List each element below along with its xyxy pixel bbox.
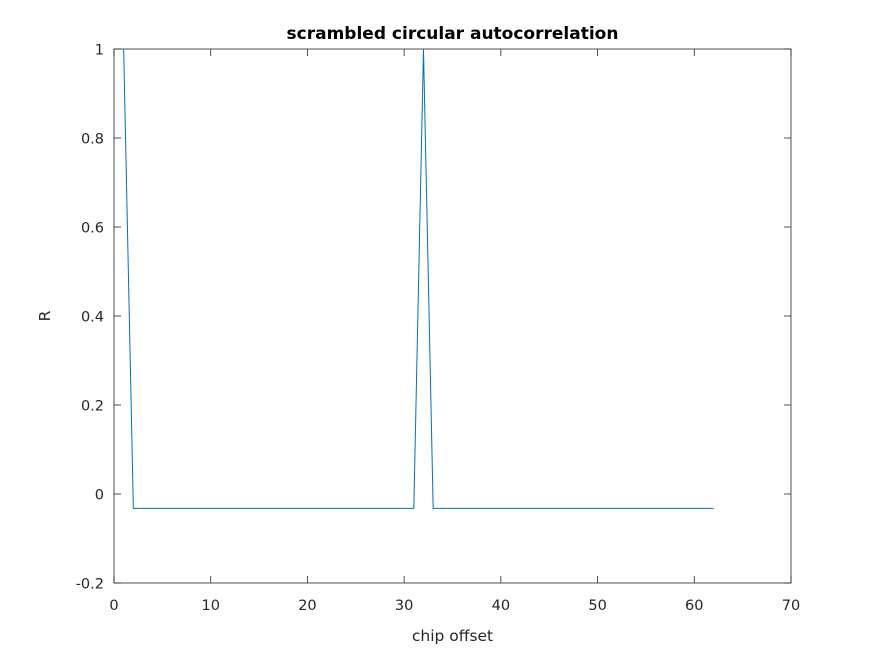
y-tick-label: 0.8 [81,132,104,148]
plot-area [113,48,792,584]
x-tick-label: 70 [782,598,800,614]
y-tick-label: -0.2 [76,577,104,593]
x-axis-label: chip offset [412,627,493,645]
y-tick-label: 1 [95,43,104,59]
x-tick-label: 50 [588,598,606,614]
y-tick-label: 0.2 [81,399,104,415]
chart-title: scrambled circular autocorrelation [287,24,619,44]
y-axis: -0.2 0 0.2 0.4 0.6 0.8 1 [76,43,791,593]
x-tick-label: 20 [298,598,316,614]
x-tick-label: 30 [395,598,413,614]
x-tick-label: 40 [492,598,510,614]
y-axis-label: R [36,310,54,321]
series-layer [123,48,714,509]
y-tick-label: 0.4 [81,310,104,326]
x-tick-label: 10 [201,598,219,614]
x-tick-label: 60 [685,598,703,614]
x-tick-label: 0 [109,598,118,614]
series-line [123,48,714,509]
y-tick-label: 0 [95,488,104,504]
plot-frame [113,48,792,584]
y-tick-label: 0.6 [81,221,104,237]
x-axis: 0 10 20 30 40 50 60 70 [109,49,800,614]
